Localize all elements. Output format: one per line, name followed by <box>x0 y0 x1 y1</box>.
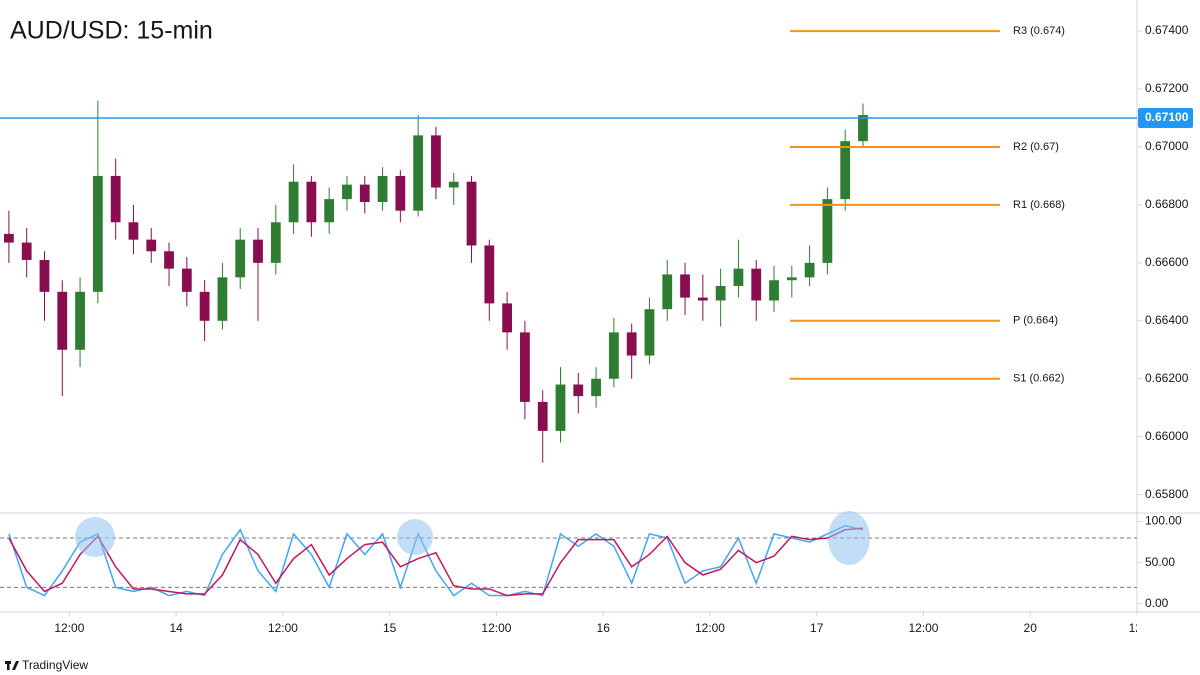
candle-body <box>697 297 708 301</box>
candle-body <box>306 181 317 223</box>
y-tick-label: 0.66400 <box>1145 313 1189 327</box>
candle-body <box>715 286 726 301</box>
x-tick-label: 12: <box>1129 621 1146 635</box>
candle-body <box>840 141 851 200</box>
candle-body <box>75 291 85 350</box>
candle-body <box>573 384 584 397</box>
candle-body <box>520 332 530 402</box>
candle-body <box>217 277 228 321</box>
candle-body <box>235 239 246 278</box>
y-tick-label: 0.66600 <box>1145 255 1189 269</box>
y-tick-label: 0.66200 <box>1145 371 1189 385</box>
oscillator-line <box>8 524 864 597</box>
candle-body <box>537 401 548 431</box>
candle-body <box>733 268 744 287</box>
candle-body <box>199 291 210 321</box>
candle-body <box>608 332 619 379</box>
candle-body <box>858 115 868 142</box>
y-tick-label: 0.00 <box>1145 596 1169 610</box>
y-tick-label: 0.67000 <box>1145 139 1189 153</box>
candle-body <box>110 175 121 223</box>
candle-body <box>164 251 174 269</box>
candle-body <box>680 274 690 298</box>
candle-body <box>591 378 601 397</box>
oscillator-line <box>8 527 864 597</box>
x-tick-label: 16 <box>597 621 611 635</box>
candle-body <box>21 242 32 260</box>
candle-body <box>555 384 566 431</box>
candle-body <box>626 332 637 356</box>
candle-body <box>324 199 335 223</box>
candle-body <box>751 268 762 301</box>
y-tick-label: 0.65800 <box>1145 487 1189 501</box>
y-tick-label: 100.00 <box>1145 514 1182 528</box>
candle-body <box>377 175 388 203</box>
y-tick-label: 0.67200 <box>1145 81 1189 95</box>
candle-body <box>644 309 655 356</box>
pivot-label: R3 (0.674) <box>1013 25 1065 37</box>
candle-body <box>769 280 779 301</box>
candle-body <box>662 274 673 310</box>
pivot-label: P (0.664) <box>1013 315 1058 327</box>
x-tick-label: 20 <box>1024 621 1038 635</box>
brand: TradingView <box>22 658 88 672</box>
candle-body <box>253 239 263 263</box>
candle-body <box>822 199 833 263</box>
y-tick-label: 50.00 <box>1145 555 1175 569</box>
candle-body <box>57 291 68 350</box>
highlight-circle <box>397 519 433 555</box>
x-tick-label: 14 <box>169 621 183 635</box>
x-tick-label: 17 <box>810 621 824 635</box>
candle-body <box>786 277 797 281</box>
x-tick-label: 12:00 <box>695 621 725 635</box>
y-tick-label: 0.67400 <box>1145 23 1189 37</box>
candle-body <box>270 222 281 263</box>
candle-body <box>359 184 370 203</box>
x-tick-label: 12:00 <box>54 621 84 635</box>
candle-body <box>92 175 103 292</box>
chart-title: AUD/USD: 15-min <box>10 17 213 45</box>
price-badge <box>1138 107 1193 128</box>
x-tick-label: 15 <box>383 621 397 635</box>
candle-body <box>804 262 815 278</box>
candle-body <box>484 245 495 304</box>
candle-body <box>288 181 299 223</box>
y-tick-label: 0.66800 <box>1145 197 1189 211</box>
candle-body <box>395 175 406 211</box>
candle-body <box>128 222 139 240</box>
candle-body <box>431 135 441 188</box>
highlight-circle <box>75 517 115 557</box>
x-tick-label: 12:00 <box>268 621 298 635</box>
candle-body <box>448 181 459 188</box>
plot-area: 12:00 14 12:00 15 12:00 16 12:00 17 12:00 20 12: <box>0 100 1146 635</box>
pivot-label: R1 (0.668) <box>1013 199 1065 211</box>
pivot-label: S1 (0.662) <box>1013 373 1064 385</box>
pivot-label: R2 (0.67) <box>1013 141 1059 153</box>
highlight-circle <box>828 511 870 565</box>
price-badge-label: 0.67100 <box>1145 110 1189 124</box>
candle-body <box>466 181 477 246</box>
x-tick-label: 12:00 <box>481 621 511 635</box>
candle-body <box>39 259 50 292</box>
candle-body <box>413 135 424 211</box>
candle-body <box>342 184 352 200</box>
candle-body <box>4 233 14 243</box>
candle-body <box>181 268 192 292</box>
candle-body <box>502 303 513 333</box>
y-tick-label: 0.66000 <box>1145 429 1189 443</box>
brand-logo <box>5 661 19 670</box>
x-tick-label: 12:00 <box>908 621 938 635</box>
candle-body <box>146 239 157 252</box>
